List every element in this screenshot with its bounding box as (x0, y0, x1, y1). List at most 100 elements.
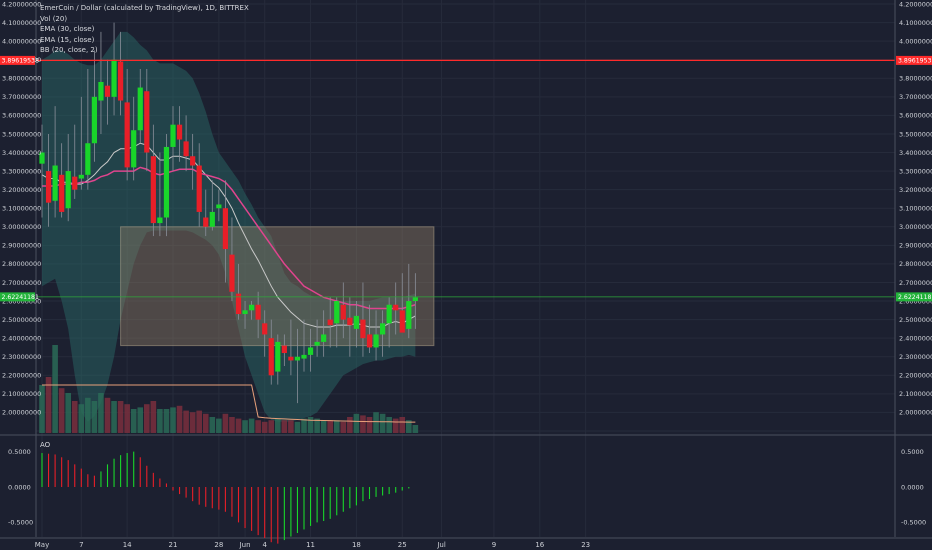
y-tick-label-right: 3.10000000 (899, 205, 932, 213)
candle-body (334, 301, 340, 324)
candle-body (137, 87, 143, 131)
x-tick-label: May (35, 541, 49, 549)
candle-body (294, 356, 301, 361)
candle-body (85, 143, 91, 175)
volume-bar (301, 418, 307, 433)
x-tick-label: 14 (123, 541, 132, 549)
candle-body (144, 91, 150, 153)
y-tick-label-left: 2.30000000 (2, 353, 41, 361)
candle-body (268, 338, 274, 376)
ao-label: AO (40, 441, 51, 449)
candle-body (255, 304, 261, 320)
volume-bar (340, 421, 347, 433)
y-tick-label-left: 3.20000000 (2, 186, 41, 194)
volume-bar (150, 401, 157, 433)
y-tick-label-right: 3.40000000 (899, 149, 932, 157)
volume-bar (176, 405, 183, 433)
candle-body (262, 323, 268, 335)
candle-body (196, 165, 202, 212)
candle-body (52, 165, 58, 201)
volume-bar (189, 412, 196, 433)
volume-bar (412, 425, 419, 433)
y-tick-label-right: 4.00000000 (899, 37, 932, 45)
resistance-price-tag-left-bg (0, 55, 35, 65)
volume-bar (379, 413, 386, 433)
volume-bar (216, 418, 222, 433)
candle-body (393, 304, 399, 311)
volume-bar (294, 421, 301, 433)
candle-body (111, 59, 117, 97)
y-tick-label-right: 2.30000000 (899, 353, 932, 361)
x-tick-label: 21 (169, 541, 178, 549)
volume-bar (261, 421, 268, 433)
volume-bar (196, 410, 202, 433)
volume-bar (229, 417, 235, 433)
volume-bar (52, 345, 58, 433)
candle-body (216, 204, 222, 209)
y-tick-label-left: 4.20000000 (2, 0, 41, 8)
y-tick-label-left: 3.50000000 (2, 130, 41, 138)
candle-body (190, 156, 196, 166)
volume-bar (104, 397, 111, 433)
volume-bar (327, 420, 333, 433)
y-tick-label-left: 2.80000000 (2, 260, 41, 268)
candle-body (288, 356, 294, 361)
y-tick-label-right: 2.70000000 (899, 279, 932, 287)
volume-bar (144, 404, 150, 433)
candle-body (176, 124, 183, 140)
y-tick-label-left: 3.70000000 (2, 93, 41, 101)
volume-bar (392, 418, 399, 433)
volume-bar (248, 418, 255, 433)
candle-body (353, 315, 359, 329)
volume-bar (366, 417, 373, 433)
volume-bar (255, 420, 261, 433)
y-tick-label-right: 2.40000000 (899, 334, 932, 342)
volume-bar (275, 418, 281, 433)
candle-body (235, 293, 242, 315)
volume-bar (163, 409, 170, 433)
y-tick-label-right: 2.20000000 (899, 372, 932, 380)
candle-body (118, 61, 124, 101)
y-tick-label-right: 3.00000000 (899, 223, 932, 231)
candle-body (399, 310, 405, 333)
volume-bar (281, 420, 288, 433)
x-tick-label: Jun (239, 541, 251, 549)
candle-body (275, 341, 281, 372)
candle-body (45, 171, 52, 203)
volume-bar (124, 404, 130, 433)
x-tick-label: 28 (214, 541, 223, 549)
candle-body (229, 254, 235, 292)
support-zone (120, 226, 435, 347)
y-tick-label-left: 3.30000000 (2, 167, 41, 175)
current-price-tag-left: 2.62241181 (2, 294, 39, 301)
candle-body (72, 176, 78, 190)
ao-tick-label-left: 0.5000 (8, 448, 31, 456)
y-tick-label-right: 3.60000000 (899, 112, 932, 120)
volume-bar (314, 418, 320, 433)
ao-tick-label-left: 0.0000 (8, 483, 31, 491)
volume-bar (45, 377, 52, 433)
x-tick-label: 18 (352, 541, 361, 549)
x-tick-label: 9 (492, 541, 496, 549)
resistance-price-tag-left: 3.89619538 (2, 58, 39, 65)
candle-body (327, 319, 333, 326)
y-tick-label-left: 3.80000000 (2, 75, 41, 83)
candle-body (340, 304, 346, 320)
y-tick-label-left: 3.00000000 (2, 223, 41, 231)
y-tick-label-left: 4.00000000 (2, 37, 41, 45)
volume-bar (98, 393, 104, 433)
candle-body (301, 354, 307, 359)
ema30-line (42, 166, 416, 310)
y-tick-label-right: 2.10000000 (899, 390, 932, 398)
x-tick-label: 23 (581, 541, 590, 549)
ao-tick-label-left: -0.5000 (8, 519, 33, 527)
y-tick-label-right: 2.00000000 (899, 409, 932, 417)
volume-bar (242, 420, 248, 433)
x-tick-label: 4 (262, 541, 267, 549)
volume-bar (353, 413, 360, 433)
volume-bar (347, 417, 353, 433)
volume-bar (406, 420, 412, 433)
y-tick-label-right: 3.50000000 (899, 130, 932, 138)
x-tick-label: 25 (398, 541, 407, 549)
